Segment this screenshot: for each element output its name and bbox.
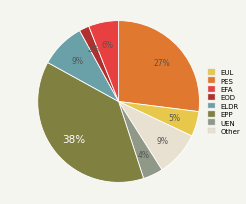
Wedge shape — [119, 102, 162, 178]
Wedge shape — [89, 21, 119, 102]
Text: 9%: 9% — [156, 136, 168, 145]
Wedge shape — [119, 102, 192, 170]
Text: 9%: 9% — [71, 57, 83, 65]
Text: 4%: 4% — [138, 150, 149, 159]
Text: 5%: 5% — [169, 114, 181, 123]
Legend: EUL, PES, EFA, EOD, ELDR, EPP, UEN, Other: EUL, PES, EFA, EOD, ELDR, EPP, UEN, Othe… — [207, 68, 241, 136]
Wedge shape — [119, 102, 199, 136]
Wedge shape — [38, 63, 144, 183]
Wedge shape — [80, 27, 119, 102]
Wedge shape — [119, 21, 200, 112]
Wedge shape — [48, 31, 119, 102]
Text: 6%: 6% — [102, 41, 114, 50]
Text: 38%: 38% — [62, 134, 85, 144]
Text: 27%: 27% — [154, 59, 171, 68]
Text: 2%: 2% — [88, 45, 100, 54]
